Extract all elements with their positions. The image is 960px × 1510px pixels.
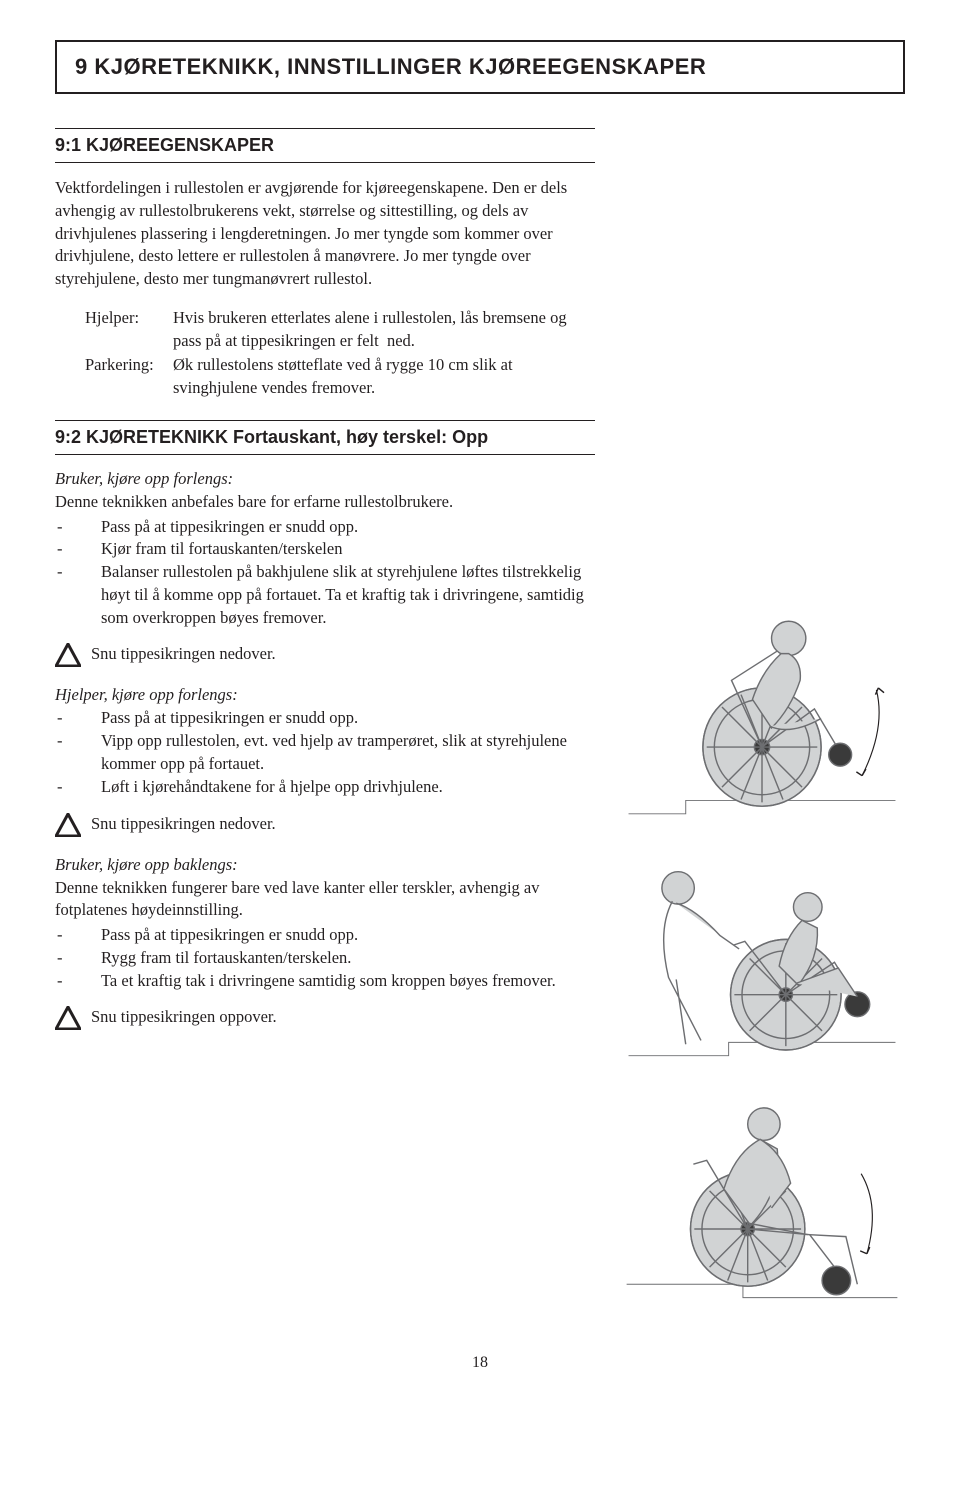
list-item: -Vipp opp rullestolen, evt. ved hjelp av… bbox=[55, 730, 595, 776]
list-item: -Balanser rullestolen på bakhjulene slik… bbox=[55, 561, 595, 629]
content-columns: 9:1 KJØREEGENSKAPER Vektfordelingen i ru… bbox=[55, 128, 905, 1328]
list-item: -Pass på at tippesikringen er snudd opp. bbox=[55, 707, 595, 730]
warning-row: Snu tippesikringen nedover. bbox=[55, 813, 595, 837]
block2-list: -Pass på at tippesikringen er snudd opp.… bbox=[55, 707, 595, 798]
warning-text: Snu tippesikringen oppover. bbox=[91, 1006, 277, 1029]
list-item: -Ta et kraftig tak i drivringene samtidi… bbox=[55, 970, 595, 993]
list-item: -Pass på at tippesikringen er snudd opp. bbox=[55, 516, 595, 539]
definition-value: Hvis brukeren etterlates alene i rullest… bbox=[173, 307, 595, 353]
list-item: -Kjør fram til fortauskanten/terskelen bbox=[55, 538, 595, 561]
illustration-2 bbox=[619, 848, 905, 1088]
left-column: 9:1 KJØREEGENSKAPER Vektfordelingen i ru… bbox=[55, 128, 595, 1328]
illustration-3 bbox=[619, 1088, 905, 1328]
wheelchair-user-reverse-icon bbox=[619, 1088, 905, 1328]
definition-value: Øk rullestolens støtteflate ved å rygge … bbox=[173, 354, 595, 400]
section-91-paragraph: Vektfordelingen i rullestolen er avgjøre… bbox=[55, 177, 595, 291]
block3-list: -Pass på at tippesikringen er snudd opp.… bbox=[55, 924, 595, 992]
warning-row: Snu tippesikringen nedover. bbox=[55, 643, 595, 667]
list-item: -Løft i kjørehåndtakene for å hjelpe opp… bbox=[55, 776, 595, 799]
warning-text: Snu tippesikringen nedover. bbox=[91, 643, 276, 666]
list-item: -Rygg fram til fortauskanten/terskelen. bbox=[55, 947, 595, 970]
wheelchair-user-wheelie-icon bbox=[619, 608, 905, 848]
illustration-1 bbox=[619, 608, 905, 848]
block2-subhead: Hjelper, kjøre opp forlengs: bbox=[55, 685, 595, 705]
block1-intro: Denne teknikken anbefales bare for erfar… bbox=[55, 491, 595, 514]
title-box: 9 KJØRETEKNIKK, INNSTILLINGER KJØREEGENS… bbox=[55, 40, 905, 94]
warning-row: Snu tippesikringen oppover. bbox=[55, 1006, 595, 1030]
block1-subhead: Bruker, kjøre opp forlengs: bbox=[55, 469, 595, 489]
definition-term: Hjelper: bbox=[85, 307, 173, 353]
block3-intro: Denne teknikken fungerer bare ved lave k… bbox=[55, 877, 595, 923]
section-92-heading: 9:2 KJØRETEKNIKK Fortauskant, høy terske… bbox=[55, 420, 595, 455]
definition-row: Hjelper: Hvis brukeren etterlates alene … bbox=[85, 307, 595, 353]
right-column bbox=[619, 128, 905, 1328]
warning-triangle-icon bbox=[55, 813, 81, 837]
page-title: 9 KJØRETEKNIKK, INNSTILLINGER KJØREEGENS… bbox=[75, 54, 885, 80]
page-number: 18 bbox=[55, 1354, 905, 1372]
block3-subhead: Bruker, kjøre opp baklengs: bbox=[55, 855, 595, 875]
definitions-list: Hjelper: Hvis brukeren etterlates alene … bbox=[85, 307, 595, 400]
definition-row: Parkering: Øk rullestolens støtteflate v… bbox=[85, 354, 595, 400]
warning-triangle-icon bbox=[55, 1006, 81, 1030]
section-91-heading: 9:1 KJØREEGENSKAPER bbox=[55, 128, 595, 163]
block1-list: -Pass på at tippesikringen er snudd opp.… bbox=[55, 516, 595, 630]
definition-term: Parkering: bbox=[85, 354, 173, 400]
warning-text: Snu tippesikringen nedover. bbox=[91, 813, 276, 836]
wheelchair-helper-push-icon bbox=[619, 848, 905, 1088]
list-item: -Pass på at tippesikringen er snudd opp. bbox=[55, 924, 595, 947]
warning-triangle-icon bbox=[55, 643, 81, 667]
